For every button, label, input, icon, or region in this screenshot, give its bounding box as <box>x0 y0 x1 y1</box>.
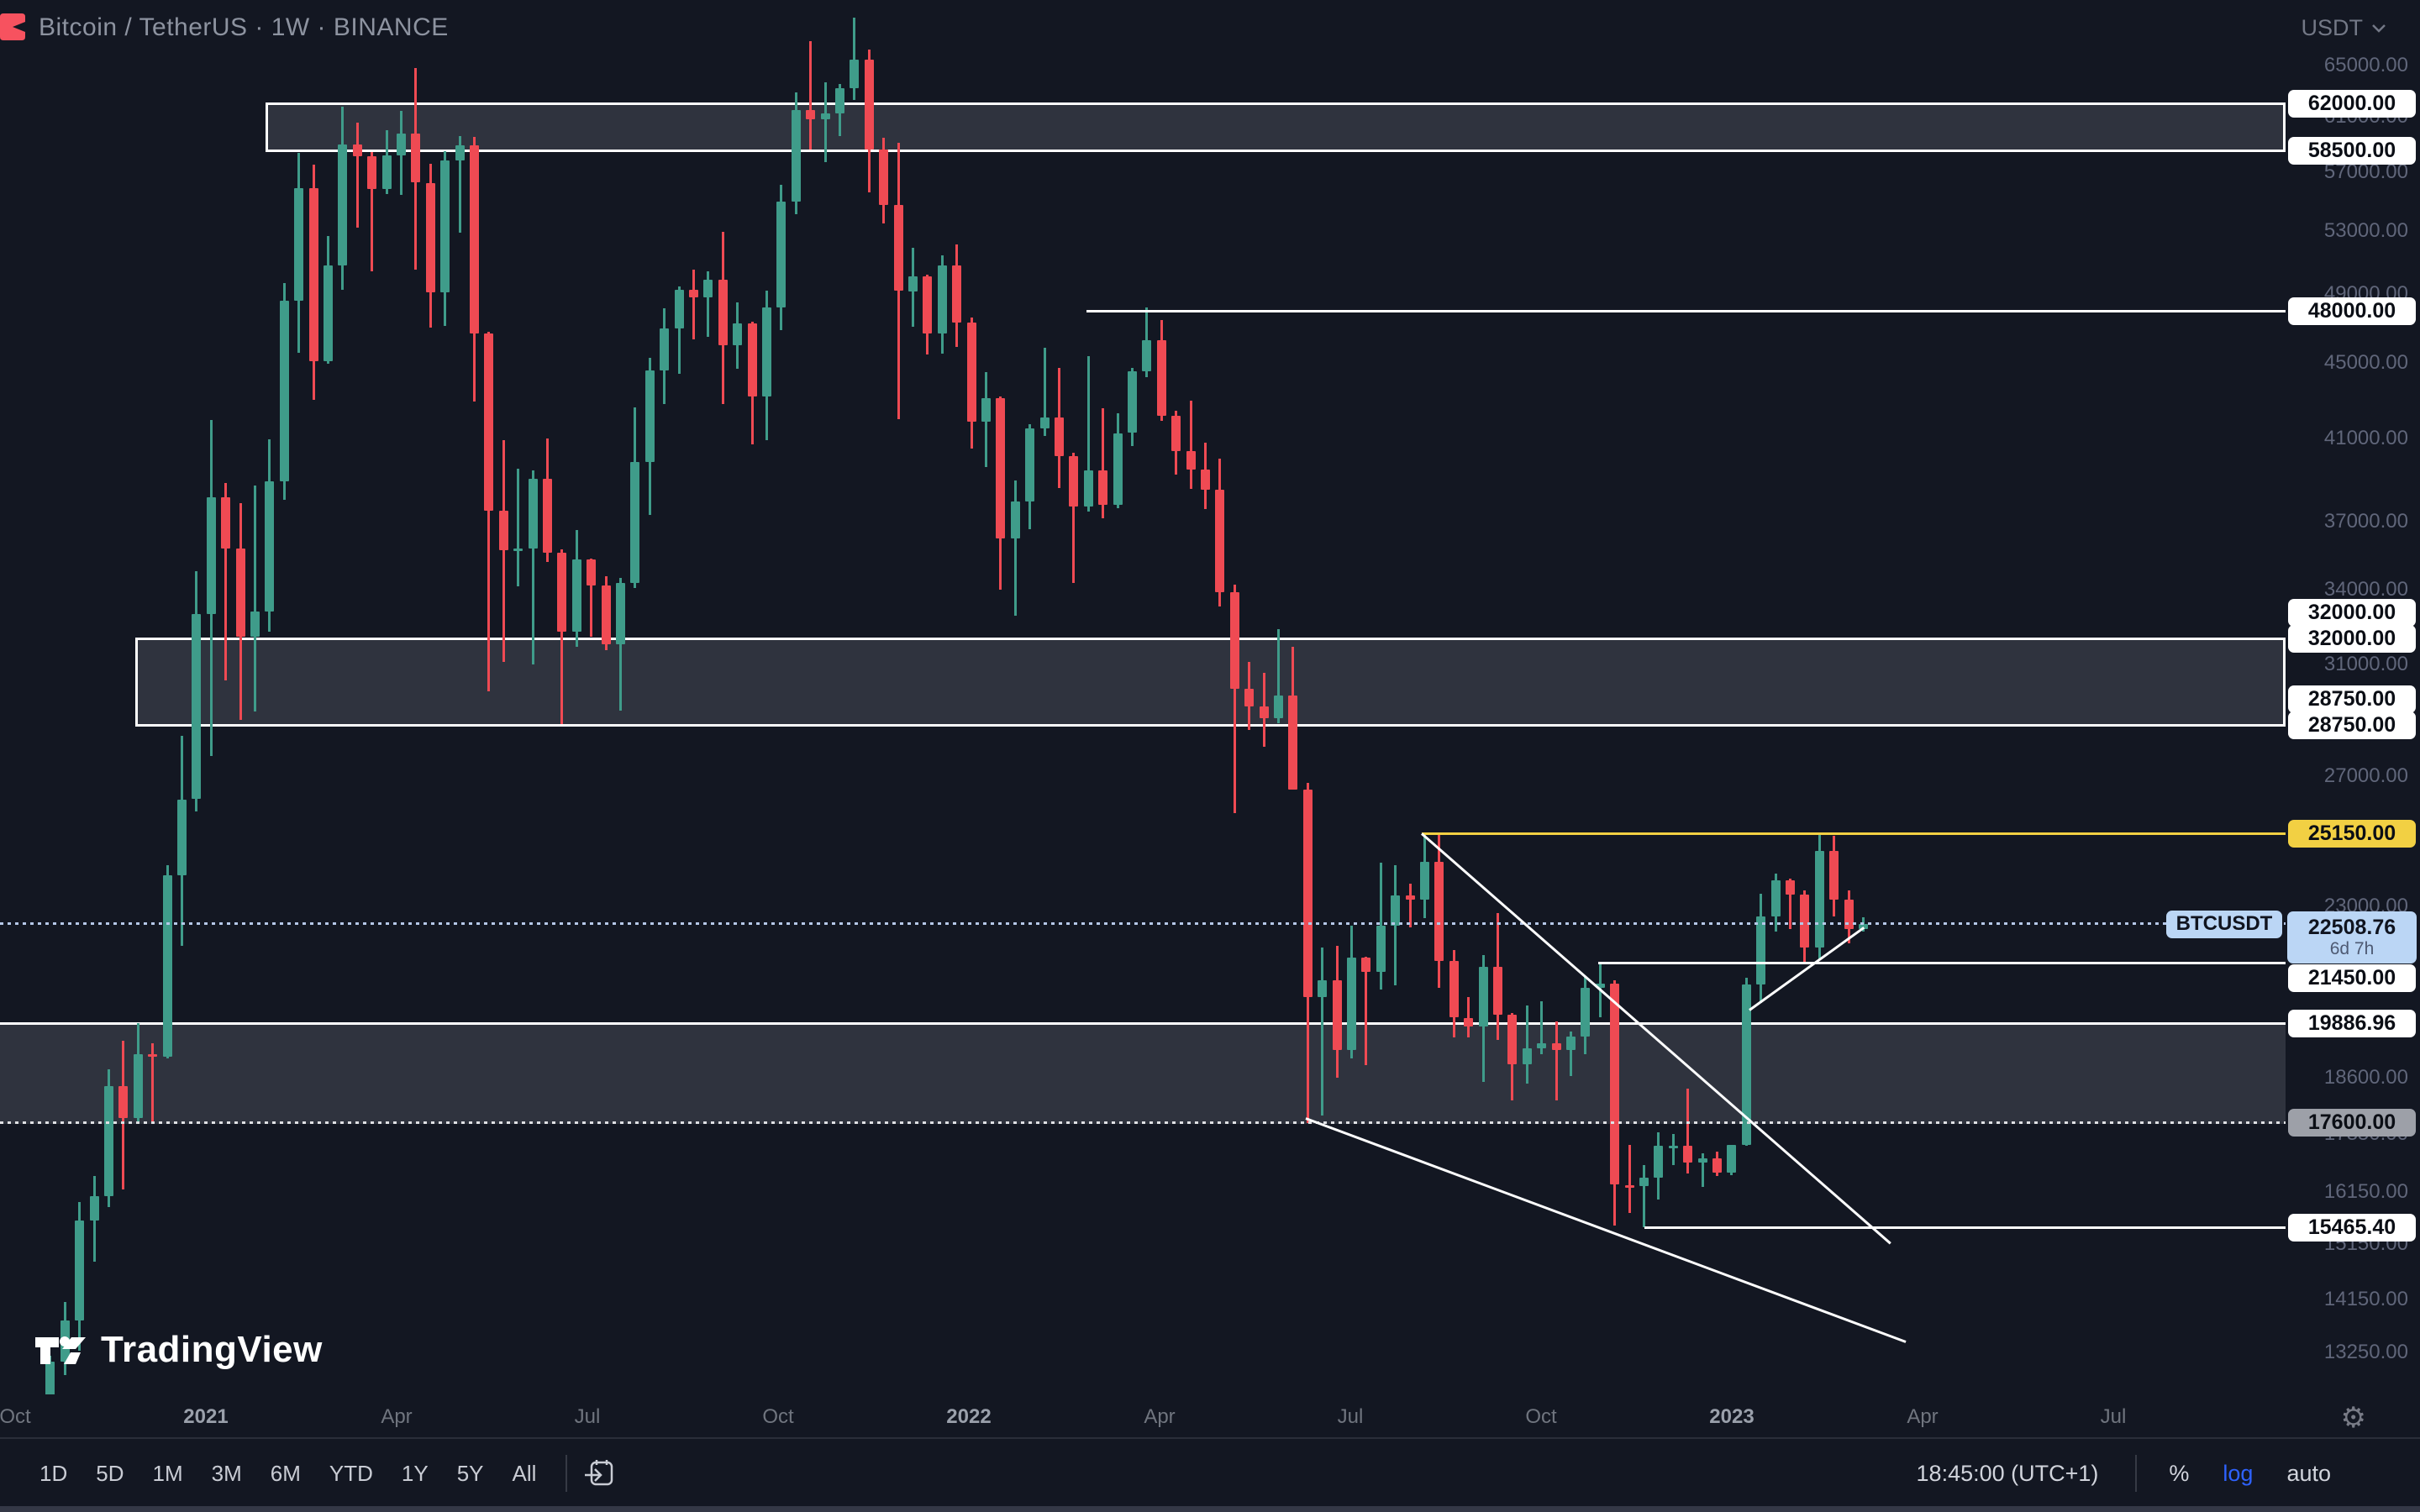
price-level-label: 32000.00 <box>2288 625 2416 654</box>
price-axis-tick: 65000.00 <box>2323 54 2408 77</box>
time-axis-label: Apr <box>381 1405 413 1428</box>
price-level-label: 15465.40 <box>2288 1213 2416 1242</box>
price-axis-tick: 18600.00 <box>2323 1066 2408 1089</box>
supply-zone-32000-28750 <box>135 638 2286 727</box>
price-axis-tick: 45000.00 <box>2323 351 2408 375</box>
toolbar-divider <box>2135 1455 2138 1492</box>
go-to-date-icon[interactable] <box>582 1457 616 1490</box>
price-level-label: 62000.00 <box>2288 90 2416 118</box>
flag-marker-icon[interactable] <box>0 13 25 40</box>
toolbar-divider <box>566 1455 568 1492</box>
range-button-1Y[interactable]: 1Y <box>401 1460 429 1486</box>
price-axis-tick: 27000.00 <box>2323 764 2408 788</box>
price-axis-tick: 13250.00 <box>2323 1341 2408 1363</box>
time-axis-label: Oct <box>1525 1405 1557 1428</box>
range-button-YTD[interactable]: YTD <box>329 1460 373 1486</box>
axis-settings-gear-icon[interactable]: ⚙ <box>2340 1402 2366 1434</box>
log-scale-button[interactable]: log <box>2223 1460 2254 1486</box>
time-axis-label: Jul <box>574 1405 601 1428</box>
range-button-1M[interactable]: 1M <box>152 1460 183 1486</box>
time-axis-label: 2022 <box>946 1405 992 1428</box>
price-axis-tick: 16150.00 <box>2323 1180 2408 1204</box>
auto-scale-button[interactable]: auto <box>2286 1460 2331 1486</box>
currency-label: USDT <box>2301 15 2364 40</box>
time-axis-label: 2021 <box>183 1405 229 1428</box>
current-price-value: 22508.76 <box>2307 915 2396 939</box>
axis-separator <box>0 1437 2420 1439</box>
price-axis-tick: 14150.00 <box>2323 1287 2408 1310</box>
range-button-1D[interactable]: 1D <box>39 1460 68 1486</box>
window-bottom-edge <box>0 1506 2420 1512</box>
wedge-lower-trendline[interactable] <box>1305 1116 1907 1343</box>
price-level-label: 25150.00 <box>2288 820 2416 848</box>
price-level-label: 17600.00 <box>2288 1109 2416 1137</box>
chevron-down-icon <box>2372 24 2386 33</box>
range-button-5D[interactable]: 5D <box>96 1460 124 1486</box>
level-48000[interactable] <box>1086 309 2286 312</box>
level-15465[interactable] <box>1644 1226 2286 1229</box>
price-level-label: 19886.96 <box>2288 1010 2416 1038</box>
level-17600-dotted <box>0 1121 2286 1125</box>
price-axis-tick: 37000.00 <box>2323 509 2408 533</box>
time-axis[interactable]: Oct 2021 Apr Jul Oct 2022 Apr Jul Oct 2023 Apr Jul … <box>0 1394 2420 1439</box>
price-level-label: 28750.00 <box>2288 711 2416 740</box>
level-21450[interactable] <box>1598 961 2286 964</box>
percent-scale-button[interactable]: % <box>2169 1460 2190 1486</box>
time-axis-label: 2023 <box>1709 1405 1754 1428</box>
supply-zone-62000-58500 <box>266 102 2286 153</box>
current-price-line <box>0 922 2286 926</box>
price-level-label: 32000.00 <box>2288 599 2416 627</box>
price-axis[interactable]: 65000.0061000.0057000.0053000.0049000.00… <box>2286 0 2420 1394</box>
currency-selector[interactable]: USDT <box>2302 15 2387 41</box>
demand-zone-19886-17600 <box>0 1022 2286 1125</box>
price-level-label: 48000.00 <box>2288 297 2416 325</box>
range-button-5Y[interactable]: 5Y <box>456 1460 484 1486</box>
price-axis-tick: 34000.00 <box>2323 578 2408 601</box>
toolbar-right-group: 18:45:00 (UTC+1) % log auto <box>1895 1454 2348 1494</box>
bar-countdown: 6d 7h <box>2329 938 2375 958</box>
level-25150[interactable] <box>1422 832 2286 836</box>
chart-header: Bitcoin / TetherUS · 1W · BINANCE USDT <box>0 0 2420 54</box>
time-axis-label: Apr <box>1907 1405 1939 1428</box>
tradingview-watermark: TradingView <box>34 1329 323 1371</box>
range-button-3M[interactable]: 3M <box>211 1460 242 1486</box>
date-range-buttons: 1D 5D 1M 3M 6M YTD 1Y 5Y All <box>25 1454 550 1494</box>
time-axis-label: Apr <box>1144 1405 1176 1428</box>
chart-plot-area[interactable] <box>0 0 2286 1394</box>
price-level-label: 28750.00 <box>2288 685 2416 714</box>
range-button-All[interactable]: All <box>512 1460 537 1486</box>
price-level-label: 58500.00 <box>2288 137 2416 165</box>
clock-label[interactable]: 18:45:00 (UTC+1) <box>1916 1460 2099 1486</box>
tradingview-logo-icon <box>34 1331 87 1369</box>
range-button-6M[interactable]: 6M <box>270 1460 301 1486</box>
current-price-label: 22508.76 6d 7h <box>2287 911 2417 963</box>
price-level-label: 21450.00 <box>2288 963 2416 992</box>
symbol-title[interactable]: Bitcoin / TetherUS · 1W · BINANCE <box>39 13 449 41</box>
price-axis-tick: 41000.00 <box>2323 427 2408 450</box>
time-axis-label: Oct <box>0 1405 31 1428</box>
time-axis-label: Jul <box>2100 1405 2127 1428</box>
symbol-price-tag: BTCUSDT <box>2166 910 2282 938</box>
time-axis-label: Oct <box>762 1405 794 1428</box>
time-axis-label: Jul <box>1337 1405 1364 1428</box>
watermark-text: TradingView <box>101 1329 323 1370</box>
price-axis-tick: 31000.00 <box>2323 653 2408 676</box>
price-axis-tick: 53000.00 <box>2323 218 2408 242</box>
bottom-toolbar: 1D 5D 1M 3M 6M YTD 1Y 5Y All 18:45:00 (UTC+1) % … <box>0 1441 2420 1506</box>
